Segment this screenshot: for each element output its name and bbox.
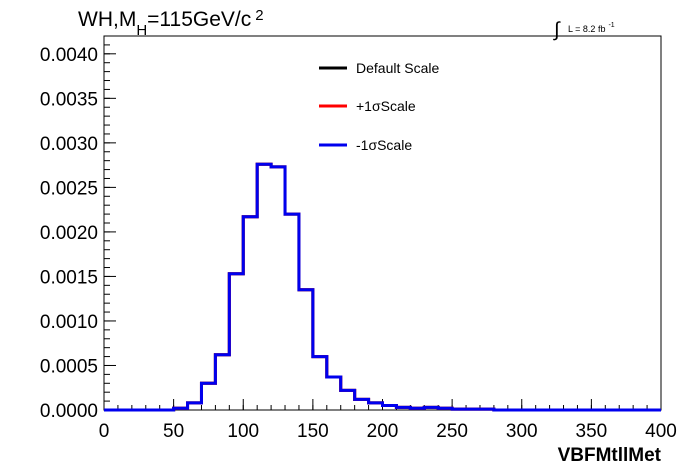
y-axis: 0.0000 0.0005 0.0010 0.0015 0.0020 0.0025 0.00… [40, 35, 116, 422]
plot-frame [103, 35, 662, 411]
legend: Default Scale +1σScale -1σScale [319, 60, 439, 153]
y-tick-label: 0.0025 [40, 178, 98, 199]
chart-title: WH,MH=115GeV/c 2 [78, 7, 264, 39]
legend-label-minus: -1σScale [356, 137, 412, 153]
x-tick-label: 300 [506, 421, 538, 442]
luminosity-label: L = 8.2 fb -1 [568, 22, 615, 34]
x-tick-label: 150 [297, 421, 329, 442]
x-tick-label: 200 [367, 421, 399, 442]
series-layer [104, 162, 661, 412]
series-line-0 [104, 162, 661, 412]
x-axis-label: VBFMtllMet [558, 445, 662, 466]
y-tick-label: 0.0040 [40, 45, 98, 66]
series-line-1 [104, 162, 661, 412]
y-tick-label: 0.0020 [40, 223, 98, 244]
y-tick-label: 0.0000 [40, 401, 98, 422]
x-tick-label: 350 [576, 421, 608, 442]
x-tick-label: 250 [436, 421, 468, 442]
y-tick-label: 0.0010 [40, 312, 98, 333]
integral-sign: ∫ [553, 19, 561, 41]
y-tick-label: 0.0035 [40, 89, 98, 110]
y-tick-label: 0.0030 [40, 134, 98, 155]
legend-label-plus: +1σScale [356, 98, 416, 114]
x-tick-label: 0 [99, 421, 110, 442]
x-tick-label: 50 [163, 421, 184, 442]
y-tick-label: 0.0015 [40, 267, 98, 288]
y-tick-label: 0.0005 [40, 356, 98, 377]
x-tick-label: 100 [227, 421, 259, 442]
x-axis: 0 50 100 150 200 250 300 350 400 [99, 399, 677, 442]
x-tick-label: 400 [645, 421, 677, 442]
legend-label-default: Default Scale [356, 60, 439, 76]
series-line-2 [104, 162, 661, 412]
